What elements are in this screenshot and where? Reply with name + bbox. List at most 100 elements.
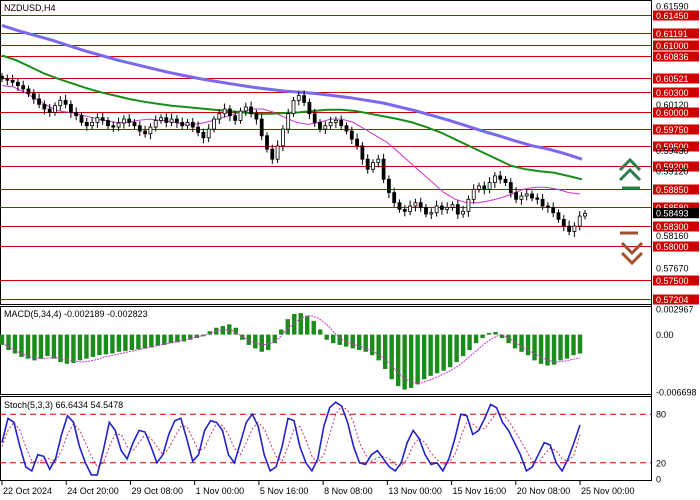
macd-bar <box>175 334 180 343</box>
macd-bar <box>532 334 537 361</box>
macd-bar <box>415 334 420 385</box>
candle-body <box>217 113 222 120</box>
macd-bar <box>564 334 570 359</box>
price-level-label: 0.60521 <box>656 74 689 84</box>
candle-body <box>556 212 561 220</box>
candle-body <box>95 117 100 123</box>
stoch-d-line <box>1 405 581 468</box>
time-label: 15 Nov 16:00 <box>453 486 507 496</box>
macd-bar <box>84 334 89 359</box>
candle-body <box>15 81 20 87</box>
macd-bar <box>421 334 427 380</box>
price-level-box <box>653 51 699 62</box>
candle-body <box>169 118 174 123</box>
candle-body <box>63 99 68 105</box>
macd-bar <box>246 334 251 345</box>
moving-average-line <box>1 54 583 181</box>
macd-bar <box>233 327 238 335</box>
candle-body <box>365 158 370 170</box>
macd-bar <box>324 334 329 340</box>
candle-body <box>344 125 349 132</box>
macd-bar <box>168 334 174 344</box>
macd-bar <box>486 332 492 335</box>
macd-bar <box>123 334 128 351</box>
candle-body <box>323 125 328 130</box>
candle-body <box>508 182 513 194</box>
macd-bar <box>32 334 37 361</box>
macd-bar <box>363 334 368 352</box>
macd-bar <box>207 331 213 335</box>
price-level-label: 0.59200 <box>656 162 689 172</box>
current-price-label: 0.58493 <box>656 209 689 219</box>
candle-body <box>21 85 26 90</box>
candle-body <box>355 138 360 147</box>
candle-body <box>546 205 550 208</box>
price-level-label: 0.57204 <box>656 295 689 305</box>
price-level-label: 0.58850 <box>656 185 689 195</box>
candle-body <box>100 117 105 121</box>
macd-title: MACD(5,34,4) -0.002189 -0.002823 <box>4 309 148 319</box>
price-level-box <box>653 107 699 118</box>
macd-bar <box>382 334 388 369</box>
stoch-tick-label: 80 <box>656 410 666 420</box>
candle-body <box>122 118 126 124</box>
macd-bar <box>350 334 355 349</box>
price-level-box <box>653 184 699 195</box>
macd-tick-label: 0.00 <box>656 330 674 340</box>
price-tick-label: 0.59430 <box>656 146 689 156</box>
candle-body <box>106 119 110 127</box>
candle-body <box>153 119 158 128</box>
candle-body <box>307 101 312 115</box>
macd-bar <box>344 334 349 347</box>
time-label: 13 Nov 00:00 <box>388 486 442 496</box>
candle-body <box>185 122 190 127</box>
macd-bar <box>6 334 11 351</box>
macd-bar <box>110 334 115 354</box>
candle-body <box>280 128 285 147</box>
candle-body <box>227 108 232 117</box>
macd-bar <box>318 329 323 335</box>
time-label: 22 Oct 2024 <box>3 486 52 496</box>
double-chevron-up-icon <box>618 157 642 190</box>
candle-body <box>461 210 466 215</box>
candle-body <box>180 122 185 127</box>
macd-bar <box>493 332 498 335</box>
macd-bar <box>266 334 271 351</box>
macd-signal-line <box>1 315 581 384</box>
candle-body <box>519 195 524 200</box>
candle-body <box>84 122 89 127</box>
candle-body <box>540 198 545 207</box>
candle-body <box>577 215 582 227</box>
candle-body <box>74 111 79 117</box>
macd-bar <box>402 334 407 390</box>
candle-body <box>238 110 243 121</box>
macd-bar <box>155 334 161 346</box>
candle-body <box>275 145 280 160</box>
candle-body <box>477 185 481 190</box>
price-candles <box>0 72 587 237</box>
candle-body <box>159 117 163 121</box>
macd-bar <box>64 334 70 364</box>
macd-axis-labels: 0.002967 0.00 -0.006698 <box>656 305 697 398</box>
candle-body <box>530 193 534 199</box>
time-label: 5 Nov 16:00 <box>260 486 309 496</box>
candle-body <box>10 79 15 83</box>
candle-body <box>265 135 269 150</box>
macd-bar <box>519 334 524 352</box>
macd-bar <box>181 334 187 342</box>
candle-body <box>402 208 407 212</box>
macd-bar <box>460 334 466 357</box>
macd-bar <box>356 334 362 351</box>
candle-body <box>318 122 322 130</box>
candle-body <box>328 122 333 127</box>
candle-body <box>143 130 148 135</box>
candle-body <box>312 113 317 123</box>
price-level-box <box>653 40 699 51</box>
candle-body <box>90 122 94 127</box>
price-panel-frame <box>0 0 652 305</box>
time-label: 1 Nov 00:00 <box>196 486 245 496</box>
macd-histogram <box>0 313 583 390</box>
candle-body <box>201 132 206 139</box>
